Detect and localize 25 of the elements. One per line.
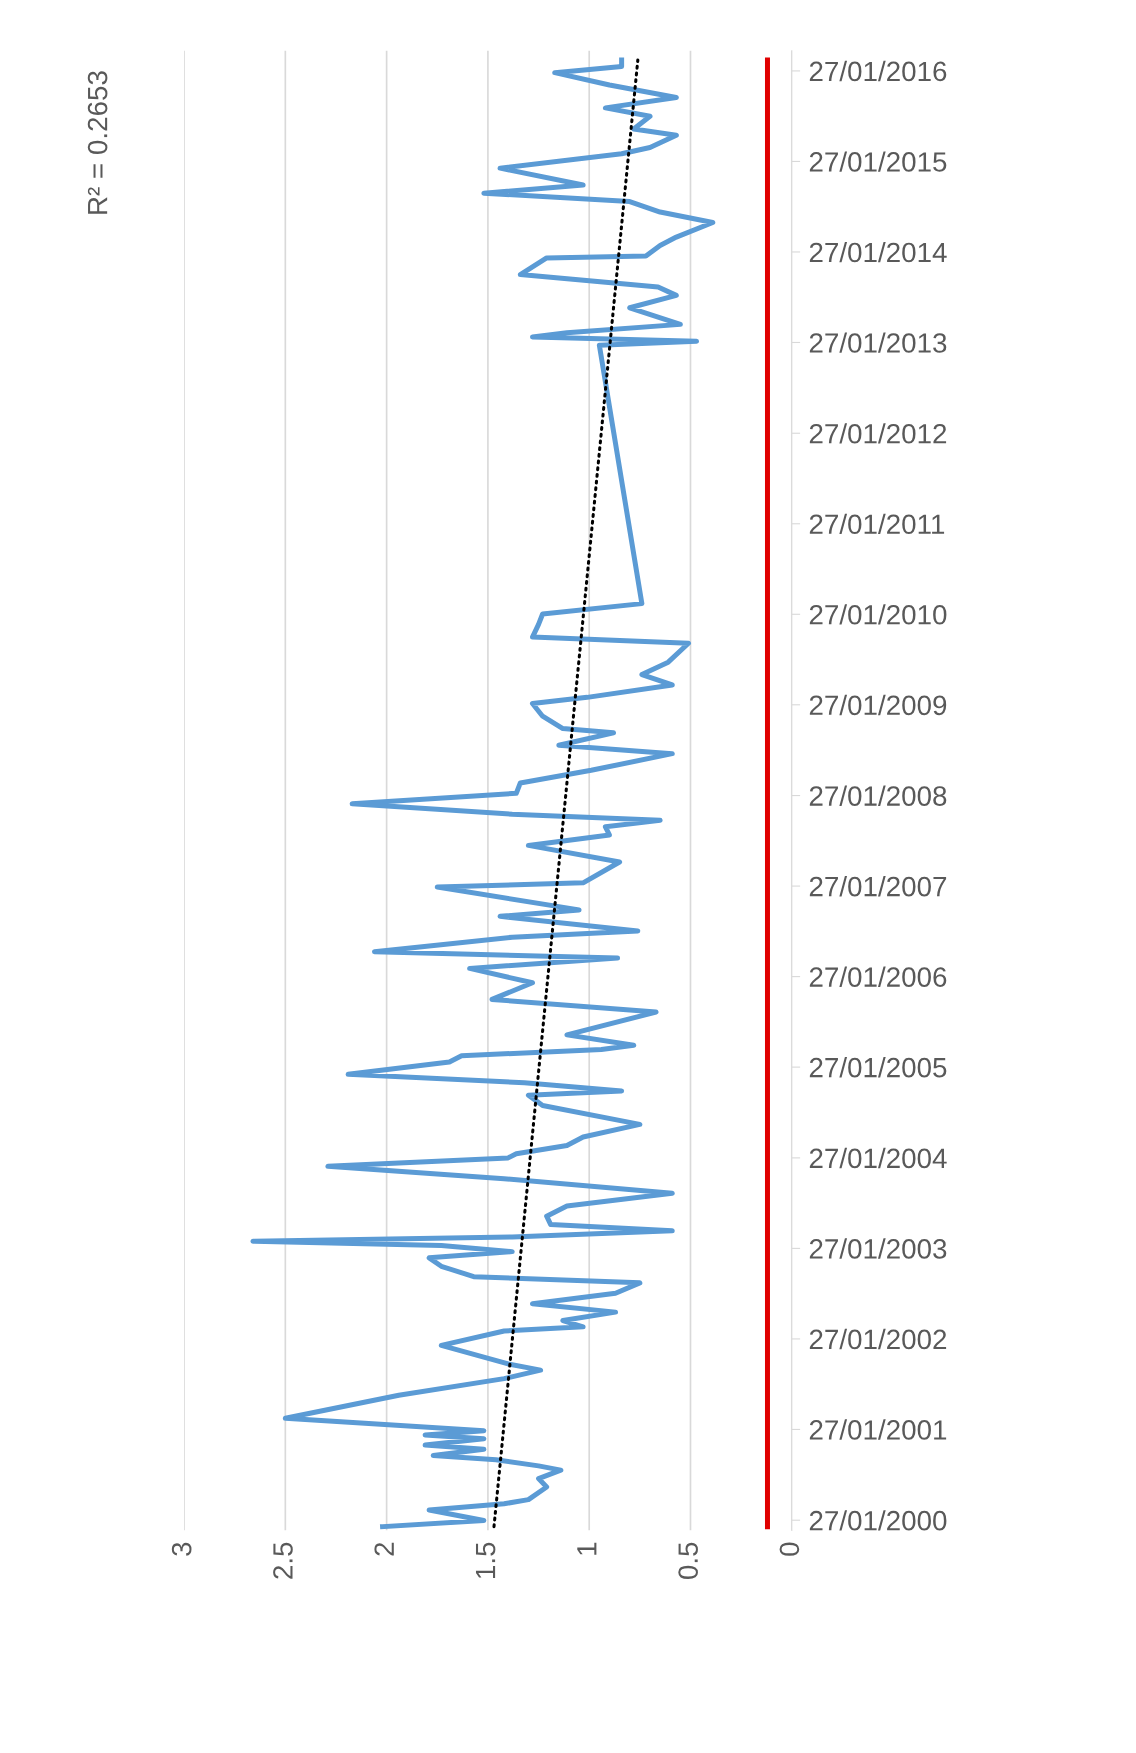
y-tick-label: 27/01/2006 — [809, 966, 947, 987]
y-tick-label: 27/01/2007 — [809, 876, 947, 897]
x-tick-label: 1.5 — [475, 1542, 496, 1578]
x-tick-label: 0 — [779, 1542, 800, 1556]
y-tick-label: 27/01/2001 — [809, 1419, 947, 1440]
y-tick-label: 27/01/2008 — [809, 785, 947, 806]
x-tick-label: 2.5 — [273, 1542, 293, 1579]
y-tick-label: 27/01/2004 — [809, 1147, 947, 1169]
y-tick-label: 27/01/2014 — [809, 241, 947, 263]
x-tick-label: 2 — [374, 1542, 394, 1556]
y-tick-label: 27/01/2015 — [809, 151, 947, 172]
y-tick-label: 27/01/2000 — [809, 1510, 947, 1531]
x-tick-label: 0.5 — [678, 1542, 698, 1580]
y-tick-label: 27/01/2003 — [809, 1238, 947, 1259]
x-tick-label: 3 — [171, 1542, 192, 1556]
y-tick-label: 27/01/2011 — [809, 513, 945, 535]
y-tick-label: 27/01/2010 — [809, 604, 947, 625]
y-tick-label: 27/01/2013 — [809, 332, 947, 353]
y-tick-label: 27/01/2012 — [809, 423, 947, 444]
text: R² = 0.2653 — [87, 71, 108, 214]
y-tick-label: 27/01/2005 — [809, 1057, 947, 1078]
y-tick-label: 27/01/2009 — [809, 694, 947, 716]
x-tick-label: 1 — [577, 1542, 597, 1555]
y-tick-label: 27/01/2016 — [809, 60, 947, 82]
y-tick-label: 27/01/2002 — [809, 1328, 947, 1350]
